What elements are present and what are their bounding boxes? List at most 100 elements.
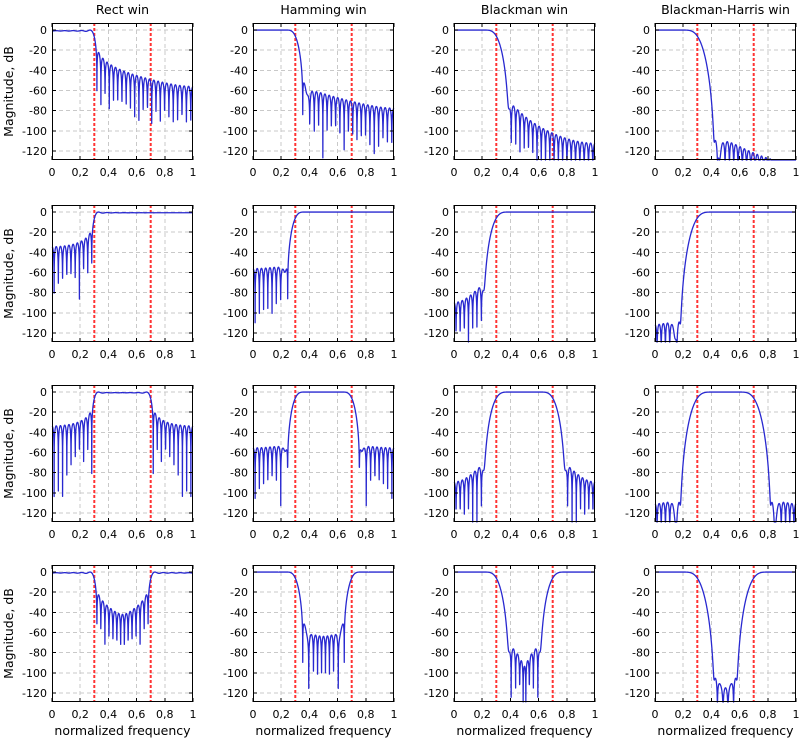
y-tick-label: -60 <box>29 84 47 97</box>
y-tick-label: -20 <box>230 586 248 599</box>
x-tick-label: 0,2 <box>473 166 491 179</box>
x-tick-label: 0,6 <box>530 348 548 361</box>
x-tick-label: 0,4 <box>703 528 721 541</box>
plot-frame <box>253 565 394 702</box>
x-tick-label: 0,8 <box>357 528 375 541</box>
subplot-blackman-bandpass: 0 0,2 0,4 0,6 0,8 1 0 -20 -40 -60 -80 -100 -120 <box>402 365 603 545</box>
y-tick-label: -60 <box>230 446 248 459</box>
x-tick-label: 0,8 <box>156 708 174 721</box>
x-tick-label: 0,4 <box>703 166 721 179</box>
x-tick-label: 0,4 <box>502 166 520 179</box>
x-tick-label: 0 <box>451 528 458 541</box>
x-tick-label: 0,4 <box>703 348 721 361</box>
y-tick-label: -80 <box>632 287 650 300</box>
plot-canvas-blackman-harris-lowpass: 0 0,2 0,4 0,6 0,8 1 0 -20 -40 -60 -80 -100 -120 Black… <box>625 2 799 179</box>
y-tick-label: -120 <box>223 687 248 700</box>
y-tick-label: -120 <box>625 327 650 340</box>
y-tick-label: -40 <box>632 606 650 619</box>
y-tick-label: 0 <box>241 206 248 219</box>
y-tick-label: -80 <box>431 287 449 300</box>
y-tick-label: 0 <box>643 206 650 219</box>
blackman-highpass-response-curve <box>453 211 596 343</box>
plot-canvas-blackman-highpass: 0 0,2 0,4 0,6 0,8 1 0 -20 -40 -60 -80 -100 -120 <box>424 205 599 361</box>
x-tick-label: 0 <box>49 166 56 179</box>
x-tick-label: 0 <box>652 528 659 541</box>
plot-canvas-rect-bandstop: 0 0,2 0,4 0,6 0,8 1 0 -20 -40 -60 -80 -100 -120 Magni… <box>1 565 197 738</box>
y-tick-label: -20 <box>29 44 47 57</box>
y-tick-label: -40 <box>632 426 650 439</box>
x-tick-label: 1 <box>190 348 197 361</box>
y-tick-label: 0 <box>643 566 650 579</box>
y-tick-label: -80 <box>230 647 248 660</box>
plot-canvas-blackman-bandpass: 0 0,2 0,4 0,6 0,8 1 0 -20 -40 -60 -80 -100 -120 <box>424 385 599 541</box>
subplot-rect-lowpass: 0 0,2 0,4 0,6 0,8 1 0 -20 -40 -60 -80 -100 -120 Rect … <box>0 0 201 185</box>
subplot-blackman-harris-bandpass: 0 0,2 0,4 0,6 0,8 1 0 -20 -40 -60 -80 -100 -120 <box>603 365 804 545</box>
x-tick-label: 0,6 <box>329 166 347 179</box>
y-tick-label: -80 <box>230 105 248 118</box>
x-tick-label: 0,2 <box>473 528 491 541</box>
y-tick-label: -40 <box>230 64 248 77</box>
hamming-bandstop-response-curve <box>252 571 395 690</box>
x-tick-label: 0,8 <box>558 166 576 179</box>
blackman-harris-lowpass-response-curve <box>654 29 797 161</box>
x-tick-label: 1 <box>793 348 800 361</box>
y-tick-label: 0 <box>442 206 449 219</box>
blackman-harris-highpass-response-curve <box>654 211 797 343</box>
y-tick-label: -20 <box>431 406 449 419</box>
blackman-harris-bandstop-response-curve <box>654 571 797 703</box>
x-tick-label: 1 <box>391 348 398 361</box>
subplot-hamming-lowpass: 0 0,2 0,4 0,6 0,8 1 0 -20 -40 -60 -80 -100 -120 Hammi… <box>201 0 402 185</box>
x-tick-label: 0 <box>652 348 659 361</box>
y-tick-label: -120 <box>424 145 449 158</box>
y-tick-label: -60 <box>431 266 449 279</box>
y-tick-label: -120 <box>22 327 47 340</box>
x-tick-label: 0,6 <box>731 348 749 361</box>
x-tick-label: 1 <box>391 528 398 541</box>
plot-frame <box>52 385 193 522</box>
plot-canvas-rect-bandpass: 0 0,2 0,4 0,6 0,8 1 0 -20 -40 -60 -80 -100 -120 Magni… <box>1 385 197 541</box>
x-tick-label: 1 <box>592 348 599 361</box>
y-tick-label: -100 <box>223 125 248 138</box>
plot-canvas-rect-highpass: 0 0,2 0,4 0,6 0,8 1 0 -20 -40 -60 -80 -100 -120 Magni… <box>1 205 197 361</box>
subplot-rect-bandstop: 0 0,2 0,4 0,6 0,8 1 0 -20 -40 -60 -80 -100 -120 Magni… <box>0 545 201 746</box>
x-tick-label: 0,2 <box>272 166 290 179</box>
x-tick-label: 0,2 <box>272 348 290 361</box>
plot-frame <box>655 385 796 522</box>
plot-canvas-blackman-harris-highpass: 0 0,2 0,4 0,6 0,8 1 0 -20 -40 -60 -80 -100 -120 <box>625 205 800 361</box>
y-tick-label: -20 <box>29 226 47 239</box>
plot-frame <box>52 565 193 702</box>
x-tick-label: 0,8 <box>558 528 576 541</box>
x-tick-label: 0,4 <box>301 528 319 541</box>
y-tick-label: -20 <box>230 44 248 57</box>
plot-canvas-blackman-bandstop: 0 0,2 0,4 0,6 0,8 1 0 -20 -40 -60 -80 -100 -120 norma… <box>424 565 599 738</box>
y-tick-label: -20 <box>431 586 449 599</box>
x-tick-label: 0,4 <box>100 166 118 179</box>
x-tick-label: 0 <box>49 528 56 541</box>
x-tick-label: 0,4 <box>100 708 118 721</box>
x-tick-label: 0,8 <box>759 528 777 541</box>
y-tick-label: -20 <box>29 406 47 419</box>
x-tick-label: 0,6 <box>731 528 749 541</box>
subplot-title: Hamming win <box>280 2 366 17</box>
plot-frame <box>454 205 595 342</box>
subplot-blackman-highpass: 0 0,2 0,4 0,6 0,8 1 0 -20 -40 -60 -80 -100 -120 <box>402 185 603 365</box>
blackman-bandpass-response-curve <box>453 391 596 523</box>
blackman-bandstop-response-curve <box>453 571 596 703</box>
y-tick-label: -120 <box>223 145 248 158</box>
x-tick-label: 0,4 <box>502 708 520 721</box>
y-tick-label: -40 <box>431 426 449 439</box>
y-tick-label: -120 <box>424 327 449 340</box>
x-tick-label: 0,6 <box>530 528 548 541</box>
y-tick-label: 0 <box>643 24 650 37</box>
y-tick-label: -120 <box>22 687 47 700</box>
x-tick-label: 0,6 <box>329 708 347 721</box>
x-tick-label: 0,6 <box>329 528 347 541</box>
x-tick-label: 0,8 <box>156 348 174 361</box>
y-tick-label: -60 <box>632 84 650 97</box>
x-tick-label: 0,6 <box>530 166 548 179</box>
x-tick-label: 0,4 <box>301 166 319 179</box>
x-tick-label: 0,2 <box>473 708 491 721</box>
y-axis-label: Magnitude, dB <box>1 588 16 679</box>
plot-canvas-rect-lowpass: 0 0,2 0,4 0,6 0,8 1 0 -20 -40 -60 -80 -100 -120 Rect … <box>1 2 197 179</box>
subplot-title: Blackman win <box>481 2 568 17</box>
